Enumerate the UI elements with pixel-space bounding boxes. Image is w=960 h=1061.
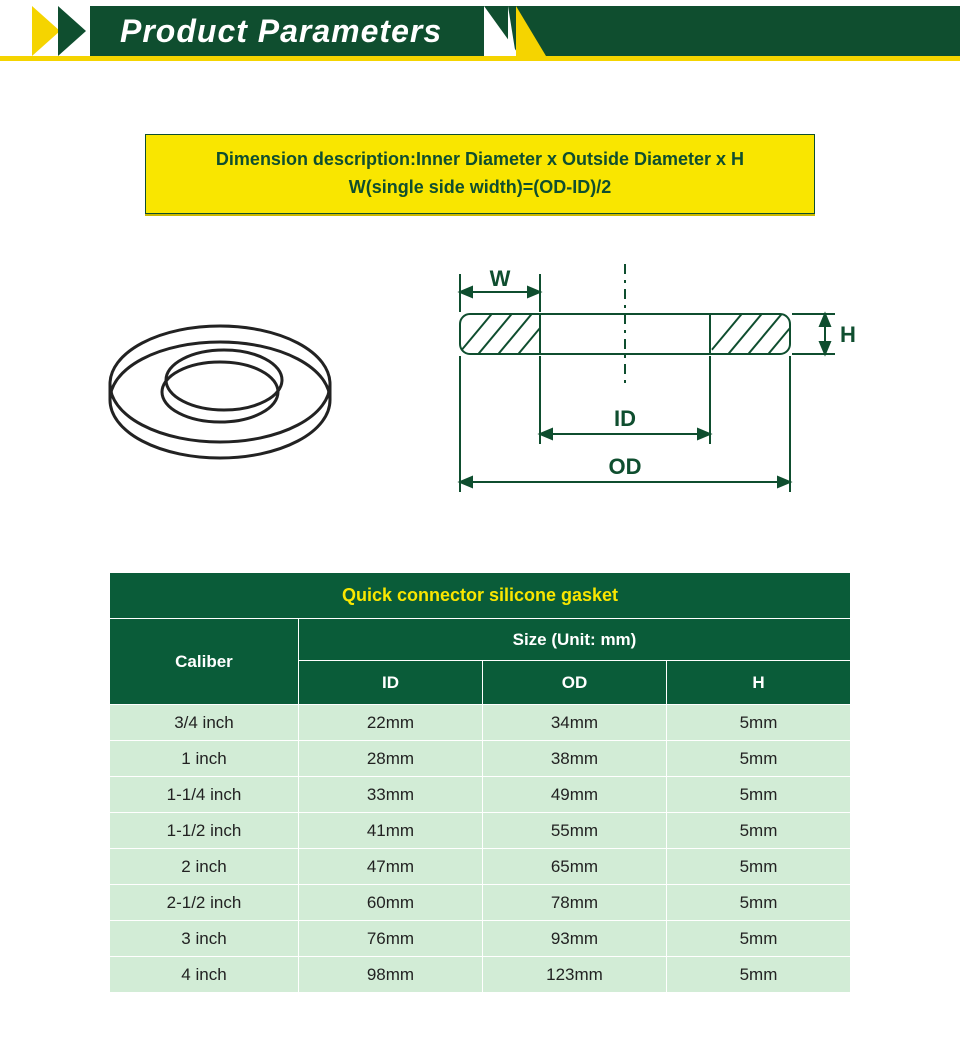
cell-od: 38mm — [482, 741, 666, 777]
table-row: 2-1/2 inch60mm78mm5mm — [110, 885, 851, 921]
dimension-description-box: Dimension description:Inner Diameter x O… — [145, 134, 815, 214]
cell-id: 76mm — [298, 921, 482, 957]
table-row: 1 inch28mm38mm5mm — [110, 741, 851, 777]
gasket-3d-icon — [90, 284, 350, 504]
cell-id: 41mm — [298, 813, 482, 849]
cell-caliber: 4 inch — [110, 957, 299, 993]
table-row: 3 inch76mm93mm5mm — [110, 921, 851, 957]
cell-od: 93mm — [482, 921, 666, 957]
cell-od: 55mm — [482, 813, 666, 849]
diagram-row: W H ID OD — [90, 264, 870, 524]
table-row: 1-1/4 inch33mm49mm5mm — [110, 777, 851, 813]
table-row: 3/4 inch22mm34mm5mm — [110, 705, 851, 741]
label-w: W — [490, 266, 511, 291]
col-id: ID — [298, 661, 482, 705]
cell-caliber: 1-1/4 inch — [110, 777, 299, 813]
table-row: 4 inch98mm123mm5mm — [110, 957, 851, 993]
header-banner: Product Parameters — [0, 6, 960, 72]
cell-caliber: 3 inch — [110, 921, 299, 957]
banner-underline — [0, 56, 960, 61]
table-title: Quick connector silicone gasket — [110, 573, 851, 619]
table-row: 2 inch47mm65mm5mm — [110, 849, 851, 885]
cell-od: 123mm — [482, 957, 666, 993]
cell-id: 28mm — [298, 741, 482, 777]
description-line-2: W(single side width)=(OD-ID)/2 — [154, 173, 806, 201]
chevron-green-icon — [58, 6, 86, 56]
cell-h: 5mm — [666, 705, 850, 741]
cell-id: 60mm — [298, 885, 482, 921]
label-id: ID — [614, 406, 636, 431]
cell-od: 34mm — [482, 705, 666, 741]
col-h: H — [666, 661, 850, 705]
cell-h: 5mm — [666, 921, 850, 957]
size-table: Quick connector silicone gasket Caliber … — [109, 572, 851, 993]
label-od: OD — [609, 454, 642, 479]
cell-od: 78mm — [482, 885, 666, 921]
cell-od: 65mm — [482, 849, 666, 885]
cell-h: 5mm — [666, 885, 850, 921]
col-od: OD — [482, 661, 666, 705]
description-line-1: Dimension description:Inner Diameter x O… — [154, 145, 806, 173]
table-body: 3/4 inch22mm34mm5mm1 inch28mm38mm5mm1-1/… — [110, 705, 851, 993]
cell-caliber: 3/4 inch — [110, 705, 299, 741]
cell-caliber: 1-1/2 inch — [110, 813, 299, 849]
cell-caliber: 1 inch — [110, 741, 299, 777]
col-caliber: Caliber — [110, 619, 299, 705]
cell-od: 49mm — [482, 777, 666, 813]
cell-h: 5mm — [666, 777, 850, 813]
cell-h: 5mm — [666, 849, 850, 885]
cell-id: 22mm — [298, 705, 482, 741]
cell-h: 5mm — [666, 813, 850, 849]
table-row: 1-1/2 inch41mm55mm5mm — [110, 813, 851, 849]
cell-caliber: 2 inch — [110, 849, 299, 885]
banner-bar: Product Parameters — [90, 6, 960, 56]
cell-id: 98mm — [298, 957, 482, 993]
col-size: Size (Unit: mm) — [298, 619, 850, 661]
cell-h: 5mm — [666, 957, 850, 993]
label-h: H — [840, 322, 856, 347]
gasket-crosssection-diagram: W H ID OD — [440, 264, 870, 524]
cell-h: 5mm — [666, 741, 850, 777]
chevron-yellow-icon — [32, 6, 60, 56]
cell-caliber: 2-1/2 inch — [110, 885, 299, 921]
banner-accent-icon — [516, 6, 546, 56]
cell-id: 47mm — [298, 849, 482, 885]
cell-id: 33mm — [298, 777, 482, 813]
